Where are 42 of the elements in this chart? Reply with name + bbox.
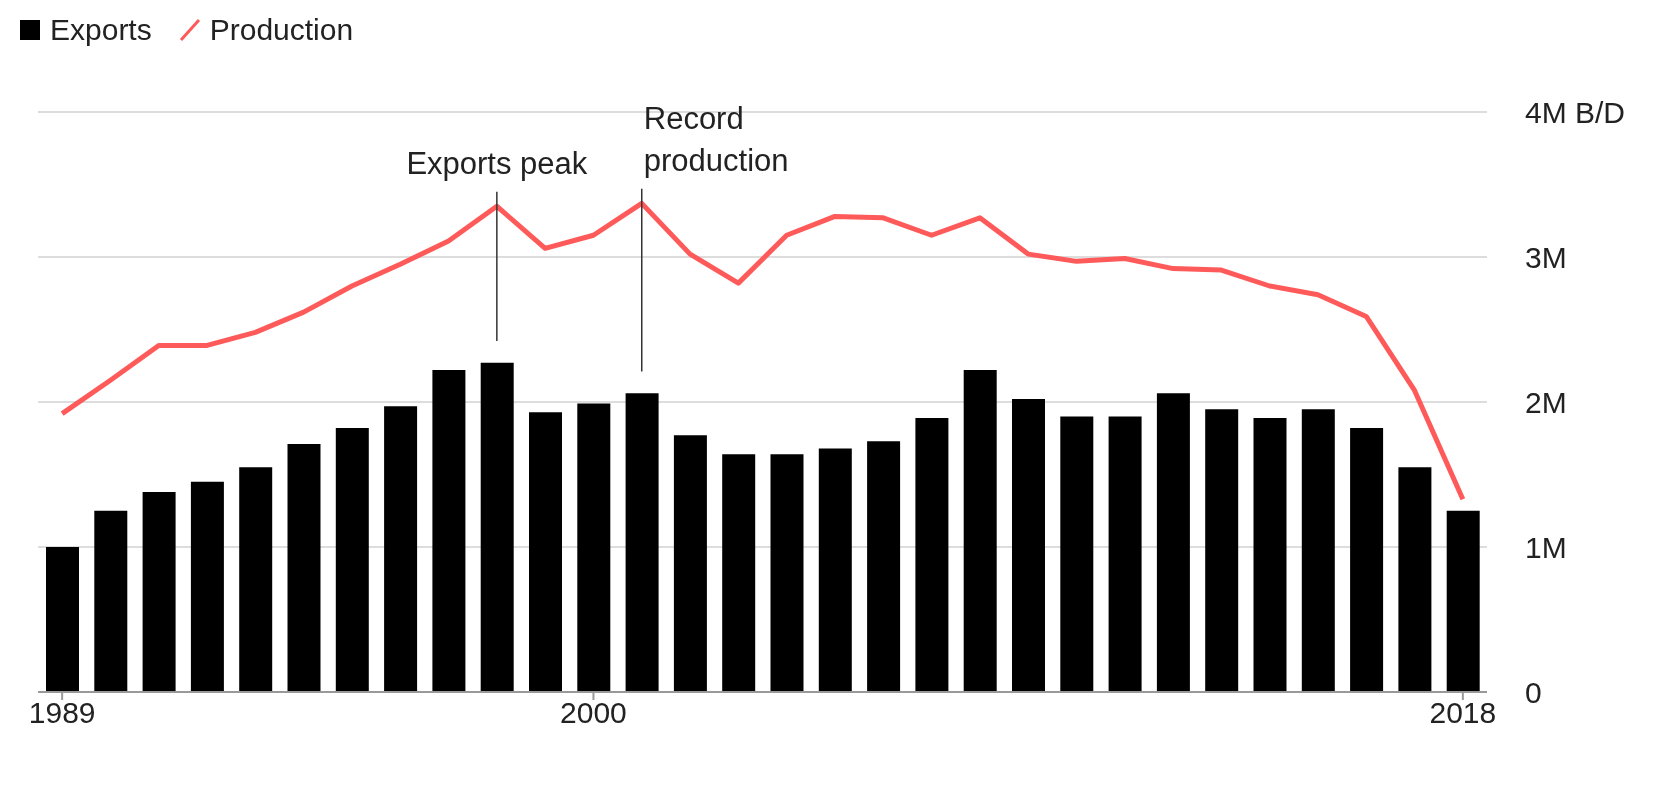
x-tick-label: 2000 — [560, 696, 627, 730]
bar — [1108, 416, 1142, 692]
bar — [1156, 393, 1190, 692]
bar — [1301, 409, 1335, 692]
bar — [94, 510, 128, 692]
bar — [46, 547, 79, 692]
bar — [287, 444, 321, 692]
bar — [190, 481, 224, 692]
bar — [432, 370, 466, 692]
x-tick-label: 1989 — [28, 696, 96, 730]
bar — [142, 491, 176, 692]
y-tick-label: 0 — [1525, 675, 1542, 709]
bar — [529, 412, 562, 692]
annotation: Record production — [643, 100, 789, 178]
legend-label: Exports — [50, 13, 152, 47]
annotation: Exports peak — [406, 145, 588, 181]
bar — [1253, 417, 1287, 692]
bar — [625, 393, 659, 692]
bar — [722, 454, 756, 692]
bar — [480, 362, 514, 692]
bar — [1012, 399, 1045, 692]
bar — [384, 406, 418, 692]
bar — [335, 428, 369, 692]
y-tick-label: 2M — [1525, 385, 1567, 419]
y-tick-label: 4M B/D — [1525, 95, 1626, 129]
bar — [770, 454, 804, 692]
x-tick-label: 2018 — [1429, 696, 1497, 730]
bar — [915, 417, 949, 692]
bar — [1060, 416, 1094, 692]
y-tick-label: 1M — [1525, 530, 1567, 564]
legend-label: Production — [209, 13, 354, 47]
bar — [1398, 467, 1432, 692]
bar — [1350, 428, 1384, 692]
bar — [577, 403, 611, 692]
bar — [963, 370, 997, 692]
bar — [867, 441, 901, 692]
bar — [239, 467, 273, 692]
bar — [1205, 409, 1239, 692]
bar — [673, 435, 707, 692]
y-tick-label: 3M — [1525, 240, 1567, 274]
bar — [818, 448, 852, 692]
bar — [1446, 510, 1480, 692]
